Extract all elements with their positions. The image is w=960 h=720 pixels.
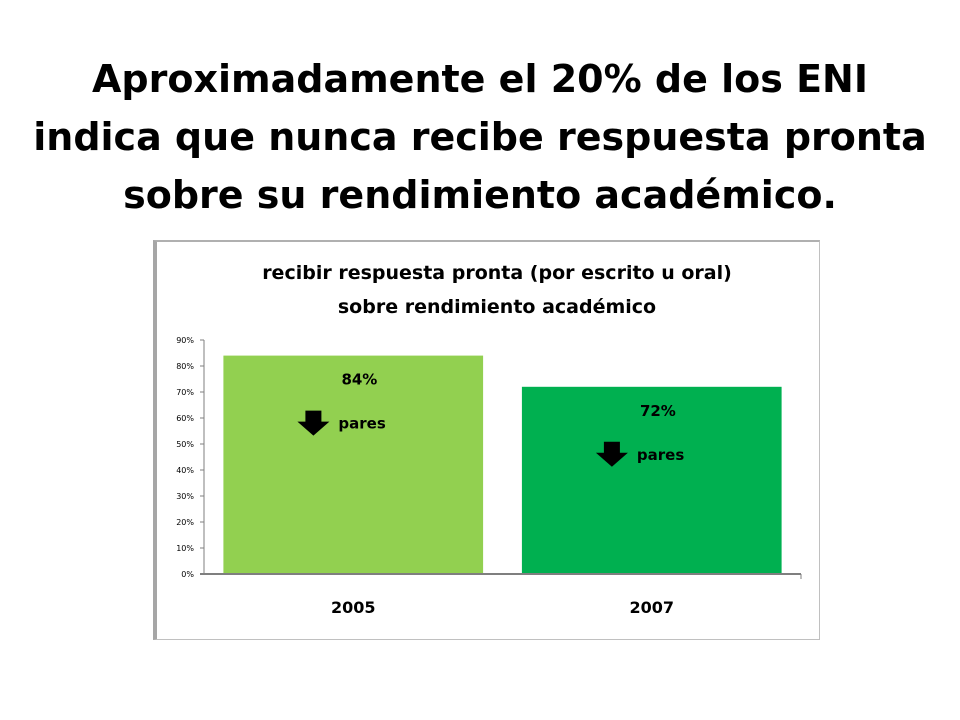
- annotation-label: pares: [338, 415, 385, 433]
- x-tick-label: 2005: [331, 598, 376, 617]
- y-tick-label: 10%: [176, 544, 194, 553]
- y-tick-label: 0%: [181, 570, 194, 579]
- y-tick-label: 30%: [176, 492, 194, 501]
- slide-title: Aproximadamente el 20% de los ENI indica…: [30, 50, 930, 224]
- chart-title-line-1: recibir respuesta pronta (por escrito u …: [262, 262, 732, 284]
- y-tick-label: 40%: [176, 466, 194, 475]
- down-arrow-icon: [595, 441, 628, 467]
- down-arrow-icon: [297, 410, 330, 436]
- y-tick-label: 90%: [176, 336, 194, 345]
- chart-title-line-2: sobre rendimiento académico: [338, 296, 656, 318]
- slide-title-line-1: Aproximadamente el 20% de los ENI: [92, 57, 868, 101]
- slide-title-line-2: indica que nunca recibe respuesta pronta: [33, 115, 927, 159]
- y-tick-label: 70%: [176, 388, 194, 397]
- annotation-label: pares: [637, 446, 684, 464]
- slide-title-line-3: sobre su rendimiento académico.: [123, 173, 837, 217]
- y-tick-label: 60%: [176, 414, 194, 423]
- y-tick-label: 50%: [176, 440, 194, 449]
- data-label: 72%: [640, 402, 676, 420]
- bar-chart: recibir respuesta pronta (por escrito u …: [176, 262, 802, 617]
- y-tick-label: 80%: [176, 362, 194, 371]
- bar: [521, 386, 782, 574]
- x-tick-label: 2007: [629, 598, 674, 617]
- bar: [223, 355, 484, 574]
- data-label: 84%: [341, 371, 377, 389]
- y-tick-label: 20%: [176, 518, 194, 527]
